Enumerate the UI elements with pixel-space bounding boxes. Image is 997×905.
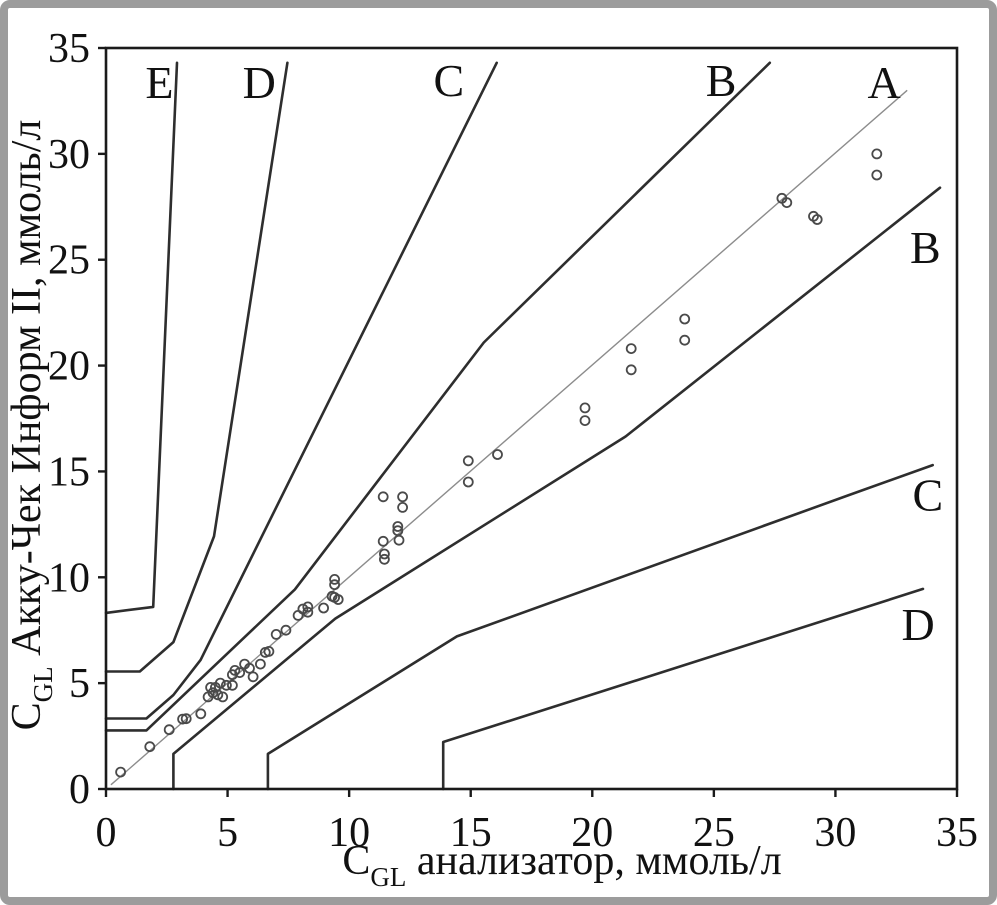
- y-tick-label: 5: [69, 661, 90, 707]
- data-point: [378, 548, 390, 560]
- data-point: [144, 741, 156, 753]
- x-tick-label: 5: [217, 810, 238, 856]
- data-point: [217, 691, 229, 703]
- zone-label-E: E: [145, 57, 173, 108]
- x-tick-label: 35: [936, 810, 978, 856]
- y-tick-label: 10: [48, 555, 90, 601]
- zone-label-D: D: [243, 57, 276, 108]
- data-point: [679, 313, 691, 325]
- scatter-points: [115, 148, 883, 778]
- y-tick-label: 30: [48, 132, 90, 178]
- y-tick-label: 0: [69, 767, 90, 813]
- data-point: [280, 624, 292, 636]
- data-point: [263, 646, 275, 657]
- data-point: [254, 658, 266, 670]
- zone-label-C: C: [912, 470, 943, 521]
- zone-label-C: C: [433, 55, 464, 106]
- data-point: [163, 724, 175, 736]
- data-point: [392, 521, 404, 532]
- data-point: [679, 334, 691, 346]
- data-point: [397, 501, 409, 513]
- data-point: [625, 364, 637, 376]
- data-point: [302, 601, 314, 613]
- data-point: [579, 402, 591, 414]
- data-point: [332, 594, 344, 605]
- data-point: [377, 491, 389, 503]
- parkes-error-grid-chart: 0 5 10 15 20 25 30 35 0 5 10 15 20 25 30 35 E D C B A B C D CG…: [8, 26, 978, 892]
- zone-boundary-E-D-boundary: [104, 61, 179, 615]
- data-point: [462, 455, 474, 467]
- data-point: [302, 606, 314, 618]
- zone-boundary-lines: [104, 61, 942, 791]
- data-point: [781, 197, 793, 209]
- y-tick-label: 15: [48, 449, 90, 495]
- zone-boundary-A-B-lower-boundary: [172, 186, 942, 791]
- y-tick-label: 20: [48, 344, 90, 390]
- zone-boundary-B-C-lower-boundary: [266, 463, 935, 791]
- data-point: [579, 415, 591, 427]
- plot-border: [104, 46, 959, 791]
- data-point: [115, 766, 126, 778]
- data-point: [220, 679, 232, 691]
- axes: 0 5 10 15 20 25 30 35 0 5 10 15 20 25 30 35: [48, 26, 978, 856]
- zone-boundary-D-C-boundary: [104, 61, 289, 673]
- y-tick-label: 25: [48, 238, 90, 284]
- data-point: [811, 214, 823, 225]
- zone-label-D: D: [901, 599, 934, 650]
- data-point: [492, 449, 503, 460]
- zone-boundary-B-A-boundary: [104, 61, 772, 732]
- zone-labels: E D C B A B C D: [145, 55, 943, 650]
- data-point: [195, 708, 207, 720]
- data-point: [378, 553, 390, 565]
- zone-boundary-C-B-boundary: [104, 61, 499, 720]
- data-point: [462, 476, 474, 488]
- data-point: [393, 534, 405, 546]
- data-point: [180, 713, 192, 725]
- zone-label-A: A: [867, 57, 900, 108]
- data-point: [177, 713, 189, 725]
- data-point: [270, 629, 282, 640]
- data-point: [318, 602, 330, 614]
- data-point: [247, 671, 259, 683]
- data-point: [214, 677, 226, 689]
- data-point: [205, 682, 217, 693]
- data-point: [234, 667, 246, 678]
- x-tick-label: 0: [96, 810, 117, 856]
- zone-label-B: B: [910, 222, 941, 273]
- x-tick-label: 30: [814, 810, 856, 856]
- data-point: [212, 689, 224, 701]
- y-axis-title: CGL Акку-Чек Информ II, ммоль/л: [8, 120, 58, 731]
- axis-titles: CGL анализатор, ммоль/л CGL Акку-Чек Инфо…: [8, 120, 782, 892]
- x-tick-label: 10: [328, 810, 370, 856]
- y-tick-label: 35: [48, 26, 90, 72]
- zone-label-B: B: [706, 55, 737, 106]
- data-point: [329, 579, 341, 591]
- x-tick-label: 15: [450, 810, 492, 856]
- x-tick-label: 25: [693, 810, 735, 856]
- data-point: [625, 343, 637, 355]
- data-point: [377, 535, 389, 547]
- x-tick-label: 20: [571, 810, 613, 856]
- x-axis-title: CGL анализатор, ммоль/л: [342, 838, 781, 892]
- data-point: [871, 148, 883, 160]
- zone-boundary-C-D-lower-boundary: [441, 587, 925, 791]
- data-point: [397, 491, 409, 503]
- data-point: [871, 169, 883, 181]
- data-point: [329, 574, 341, 585]
- data-point: [226, 679, 238, 691]
